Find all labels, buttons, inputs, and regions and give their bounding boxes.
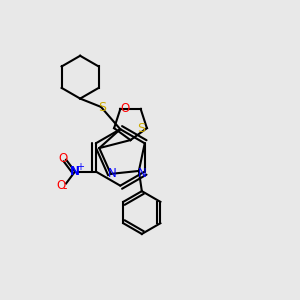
Text: S: S	[98, 101, 106, 114]
Text: -: -	[63, 182, 67, 195]
Text: O: O	[56, 179, 65, 192]
Text: S: S	[137, 122, 146, 135]
Text: O: O	[58, 152, 67, 165]
Text: O: O	[120, 102, 130, 115]
Text: N: N	[70, 165, 80, 178]
Text: N: N	[108, 167, 117, 180]
Text: N: N	[137, 167, 146, 180]
Text: +: +	[76, 162, 84, 172]
